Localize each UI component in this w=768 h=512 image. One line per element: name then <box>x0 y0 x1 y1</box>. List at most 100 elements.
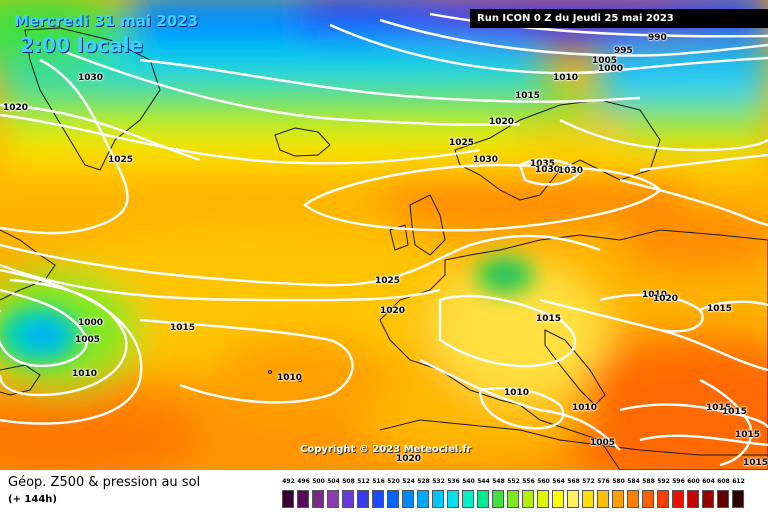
legend-tick-label: 508 <box>342 478 355 485</box>
map-footer: Géop. Z500 & pression au sol (+ 144h) <box>0 470 768 512</box>
legend-swatch <box>477 490 489 508</box>
legend-tick-label: 500 <box>312 478 325 485</box>
isobar-label: 1030 <box>535 165 561 175</box>
isobar-label: 1005 <box>75 335 101 345</box>
copyright-label: Copyright © 2023 Meteociel.fr <box>300 444 472 455</box>
legend-tick-label: 592 <box>657 478 670 485</box>
legend-tick-label: 532 <box>432 478 445 485</box>
geopotential-field <box>0 0 768 470</box>
legend-swatch <box>282 490 294 508</box>
legend-swatch <box>717 490 729 508</box>
legend-tick-label: 492 <box>282 478 295 485</box>
legend-swatch <box>552 490 564 508</box>
legend-swatch <box>432 490 444 508</box>
legend-swatch <box>417 490 429 508</box>
legend-swatch <box>447 490 459 508</box>
legend-tick-label: 584 <box>627 478 640 485</box>
legend-tick-label: 496 <box>297 478 310 485</box>
isobar-label: 1000 <box>78 318 104 328</box>
isobar-label: 1025 <box>108 155 134 165</box>
legend-tick-label: 600 <box>687 478 700 485</box>
legend-swatch <box>507 490 519 508</box>
legend-swatch <box>327 490 339 508</box>
legend-tick-label: 596 <box>672 478 685 485</box>
isobar-label: 1020 <box>653 294 679 304</box>
isobar-label: 1010 <box>72 369 98 379</box>
isobar-label: 1030 <box>558 166 584 176</box>
legend-swatch <box>597 490 609 508</box>
isobars <box>0 12 768 467</box>
legend-tick-label: 564 <box>552 478 565 485</box>
isobar-label: 1020 <box>3 103 29 113</box>
legend-tick-label: 524 <box>402 478 415 485</box>
forecast-hour-label: (+ 144h) <box>8 494 57 505</box>
legend-swatch <box>387 490 399 508</box>
legend-swatch <box>402 490 414 508</box>
isobar-label: 1015 <box>722 407 748 417</box>
isobar-label: 1020 <box>380 306 406 316</box>
legend-tick-label: 608 <box>717 478 730 485</box>
legend-tick-label: 556 <box>522 478 535 485</box>
isobar-label: 1015 <box>170 323 196 333</box>
isobar-label: 990 <box>648 33 667 43</box>
legend-swatch <box>657 490 669 508</box>
isobar-label: 1010 <box>553 73 579 83</box>
legend-tick-label: 612 <box>732 478 745 485</box>
legend-tick-label: 572 <box>582 478 595 485</box>
legend-tick-label: 512 <box>357 478 370 485</box>
legend-swatch <box>612 490 624 508</box>
isobar-label: 1015 <box>706 403 732 413</box>
legend-tick-label: 504 <box>327 478 340 485</box>
legend-tick-label: 536 <box>447 478 460 485</box>
legend-swatch <box>297 490 309 508</box>
isobar-label: 1005 <box>590 438 616 448</box>
weather-map: Mercredi 31 mai 2023 2:00 locale Run ICO… <box>0 0 768 470</box>
isobar-label: 1015 <box>515 91 541 101</box>
legend-tick-label: 552 <box>507 478 520 485</box>
legend-tick-label: 580 <box>612 478 625 485</box>
legend-tick-label: 540 <box>462 478 475 485</box>
legend-tick-label: 568 <box>567 478 580 485</box>
legend-tick-label: 604 <box>702 478 715 485</box>
legend-tick-label: 588 <box>642 478 655 485</box>
isobar-label: 1015 <box>536 314 562 324</box>
isobar-label: 1010 <box>642 290 668 300</box>
legend-tick-label: 576 <box>597 478 610 485</box>
isobar-label: 1030 <box>473 155 499 165</box>
isobar-label: 1035 <box>530 159 556 169</box>
valid-date-label: Mercredi 31 mai 2023 <box>14 12 199 30</box>
legend-tick-label: 528 <box>417 478 430 485</box>
isobar-label: 1030 <box>78 73 104 83</box>
isobar-label: 1010 <box>504 388 530 398</box>
isobar-label: 1015 <box>707 304 733 314</box>
legend-swatch <box>357 490 369 508</box>
isobar-label: 1000 <box>598 64 624 74</box>
legend-swatch <box>372 490 384 508</box>
isobar-label: 995 <box>614 46 633 56</box>
legend-swatch <box>582 490 594 508</box>
legend-swatch <box>312 490 324 508</box>
legend-tick-label: 560 <box>537 478 550 485</box>
legend-swatch <box>567 490 579 508</box>
legend-swatch <box>642 490 654 508</box>
product-title: Géop. Z500 & pression au sol <box>8 475 201 490</box>
legend-swatch <box>522 490 534 508</box>
legend-swatch <box>672 490 684 508</box>
legend-swatch <box>342 490 354 508</box>
isobar-label: 1015 <box>735 430 761 440</box>
isobar-label: 1005 <box>592 56 618 66</box>
isobar-label: 1020 <box>489 117 515 127</box>
legend-swatch <box>687 490 699 508</box>
isobar-label: 1010 <box>572 403 598 413</box>
isobar-label: 1020 <box>396 454 422 464</box>
isobar-label: 1015 <box>743 458 768 468</box>
legend-swatch <box>627 490 639 508</box>
isobar-label: 1025 <box>449 138 475 148</box>
legend-tick-label: 520 <box>387 478 400 485</box>
legend-tick-label: 548 <box>492 478 505 485</box>
legend-tick-label: 516 <box>372 478 385 485</box>
legend-tick-label: 544 <box>477 478 490 485</box>
legend-swatch <box>702 490 714 508</box>
isobar-label: 1025 <box>375 276 401 286</box>
legend-swatch <box>492 490 504 508</box>
